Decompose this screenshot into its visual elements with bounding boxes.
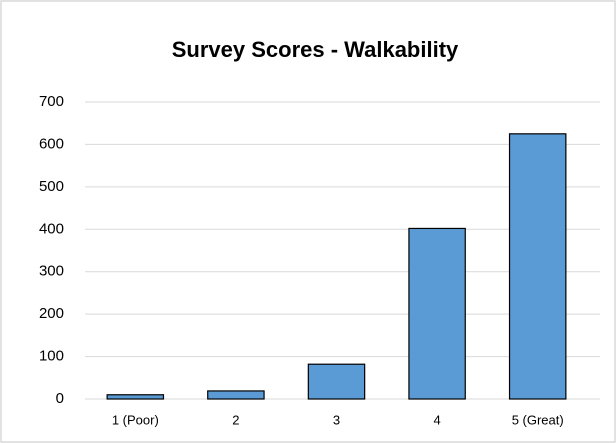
bar — [106, 394, 165, 400]
bar — [307, 363, 366, 400]
y-tick-label: 700 — [39, 93, 64, 110]
bar — [408, 227, 466, 400]
x-tick-label: 3 — [333, 412, 340, 427]
x-tick-label: 4 — [433, 412, 440, 427]
y-tick-label: 400 — [39, 220, 64, 237]
bar — [207, 390, 265, 400]
y-tick-label: 100 — [39, 348, 64, 365]
y-tick-label: 600 — [39, 135, 64, 152]
y-tick-label: 300 — [39, 263, 64, 280]
y-tick-label: 500 — [39, 178, 64, 195]
y-tick-label: 200 — [39, 305, 64, 322]
bar — [508, 133, 567, 400]
chart-title: Survey Scores - Walkability — [172, 37, 459, 62]
x-tick-label: 5 (Great) — [512, 412, 564, 427]
x-tick-label: 1 (Poor) — [112, 412, 159, 427]
y-tick-label: 0 — [56, 390, 64, 407]
x-tick-label: 2 — [232, 412, 239, 427]
